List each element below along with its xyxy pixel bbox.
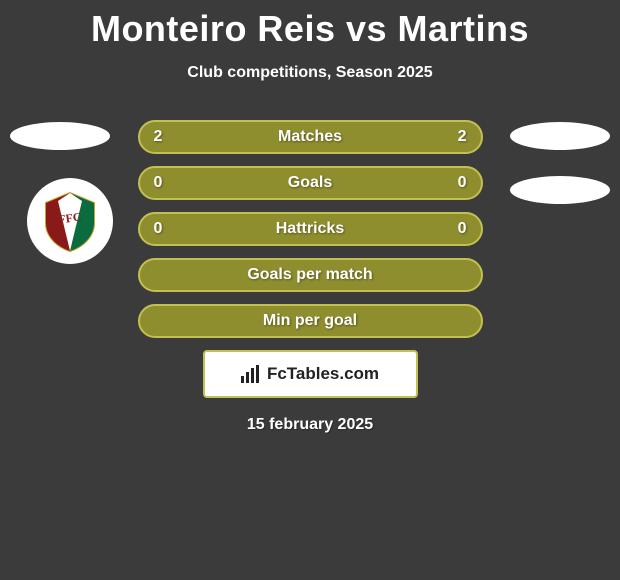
stat-right-value: 0: [447, 174, 467, 192]
stat-label: Goals per match: [140, 266, 481, 284]
stat-right-value: 0: [447, 220, 467, 238]
brand-box[interactable]: FcTables.com: [203, 350, 418, 398]
stat-label: Min per goal: [140, 312, 481, 330]
stat-label: Goals: [140, 174, 481, 192]
bar-chart-icon: [241, 365, 261, 383]
brand-text: FcTables.com: [267, 364, 379, 384]
player-left-placeholder-icon: [10, 122, 110, 150]
stat-left-value: 0: [154, 174, 174, 192]
stat-row-matches: 2 Matches 2: [138, 120, 483, 154]
date-label: 15 february 2025: [0, 416, 620, 434]
stat-left-value: 0: [154, 220, 174, 238]
club-right-placeholder-icon: [510, 176, 610, 204]
stat-label: Hattricks: [140, 220, 481, 238]
page-title: Monteiro Reis vs Martins: [0, 0, 620, 50]
stat-row-goals: 0 Goals 0: [138, 166, 483, 200]
club-crest-icon: FFC: [27, 178, 113, 264]
stat-row-min-per-goal: Min per goal: [138, 304, 483, 338]
stat-row-hattricks: 0 Hattricks 0: [138, 212, 483, 246]
player-right-placeholder-icon: [510, 122, 610, 150]
stat-left-value: 2: [154, 128, 174, 146]
stat-right-value: 2: [447, 128, 467, 146]
stat-row-goals-per-match: Goals per match: [138, 258, 483, 292]
page-subtitle: Club competitions, Season 2025: [0, 64, 620, 82]
stat-label: Matches: [140, 128, 481, 146]
